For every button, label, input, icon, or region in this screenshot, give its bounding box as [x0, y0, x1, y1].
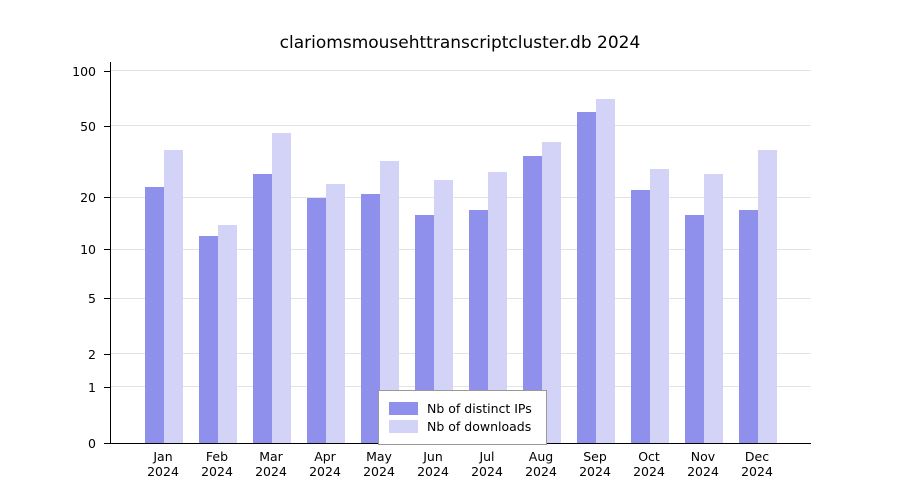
bar-distinct-ips-apr	[307, 197, 326, 443]
y-tick-label: 50	[80, 118, 96, 134]
gridline-100	[111, 70, 811, 71]
y-tick-label: 5	[88, 291, 96, 307]
y-tick-mark	[104, 125, 110, 127]
y-tick-50: 50	[80, 118, 110, 134]
x-label-jul: Jul 2024	[471, 449, 503, 480]
bar-distinct-ips-dec	[739, 210, 758, 443]
bar-downloads-apr	[326, 183, 345, 443]
bar-distinct-ips-may	[361, 193, 380, 443]
y-tick-mark	[104, 353, 110, 355]
bar-downloads-may	[380, 161, 399, 443]
bar-downloads-jun	[434, 180, 453, 443]
gridlines	[111, 62, 811, 443]
x-label-nov: Nov 2024	[687, 449, 719, 480]
x-label-dec: Dec 2024	[741, 449, 773, 480]
x-label-feb: Feb 2024	[201, 449, 233, 480]
y-tick-label: 20	[80, 190, 96, 206]
bar-distinct-ips-nov	[685, 214, 704, 443]
bar-group-aug	[523, 141, 561, 443]
bar-group-sep	[577, 99, 615, 443]
y-axis: 0 1 2 5 10 20 50 100	[0, 62, 110, 451]
bar-group-dec	[739, 149, 777, 443]
gridline-10	[111, 248, 811, 250]
x-label-aug: Aug 2024	[525, 449, 557, 480]
bar-downloads-nov	[704, 174, 723, 443]
x-label-oct: Oct 2024	[633, 449, 665, 480]
y-tick-label: 100	[72, 63, 96, 79]
bar-downloads-oct	[650, 168, 669, 443]
bar-group-jul	[469, 171, 507, 443]
bar-downloads-jan	[164, 149, 183, 443]
bar-group-nov	[685, 174, 723, 443]
bar-downloads-dec	[758, 149, 777, 443]
y-tick-10: 10	[80, 242, 110, 258]
y-tick-20: 20	[80, 190, 110, 206]
bar-group-jan	[145, 149, 183, 443]
x-label-may: May 2024	[363, 449, 395, 480]
y-tick-mark	[104, 442, 110, 444]
y-tick-5: 5	[88, 291, 110, 307]
y-tick-label: 2	[88, 346, 96, 362]
y-tick-1: 1	[88, 379, 110, 395]
y-tick-mark	[104, 70, 110, 72]
bar-group-may	[361, 161, 399, 443]
bar-distinct-ips-feb	[199, 236, 218, 443]
bar-group-mar	[253, 132, 291, 443]
bars	[111, 62, 811, 443]
y-tick-label: 10	[80, 242, 96, 258]
plot-area	[110, 62, 811, 444]
gridline-5	[111, 297, 811, 299]
y-tick-label: 0	[88, 435, 96, 451]
x-label-jan: Jan 2024	[147, 449, 179, 480]
bar-distinct-ips-jan	[145, 186, 164, 443]
x-label-apr: Apr 2024	[309, 449, 341, 480]
gridline-2	[111, 353, 811, 355]
legend-swatch	[389, 420, 418, 433]
legend-item: Nb of downloads	[389, 419, 532, 434]
bar-downloads-jul	[488, 171, 507, 443]
bar-group-apr	[307, 183, 345, 443]
legend-item: Nb of distinct IPs	[389, 401, 532, 416]
bar-distinct-ips-aug	[523, 156, 542, 443]
y-tick-100: 100	[72, 63, 110, 79]
bar-downloads-feb	[218, 224, 237, 443]
legend: Nb of distinct IPs Nb of downloads	[378, 390, 547, 445]
bar-downloads-mar	[272, 132, 291, 443]
x-label-jun: Jun 2024	[417, 449, 449, 480]
x-label-sep: Sep 2024	[579, 449, 611, 480]
bar-distinct-ips-mar	[253, 174, 272, 443]
bar-group-jun	[415, 180, 453, 443]
bar-downloads-aug	[542, 141, 561, 443]
legend-label: Nb of downloads	[427, 419, 532, 434]
chart-title: clariomsmousehttranscriptcluster.db 2024	[279, 33, 641, 53]
legend-swatch	[389, 402, 418, 415]
y-tick-mark	[104, 386, 110, 388]
bar-downloads-sep	[596, 99, 615, 443]
gridline-1	[111, 386, 811, 388]
y-tick-0: 0	[88, 435, 110, 451]
y-tick-mark	[104, 249, 110, 251]
gridline-50	[111, 125, 811, 127]
y-tick-mark	[104, 298, 110, 300]
bar-distinct-ips-jun	[415, 214, 434, 443]
y-tick-2: 2	[88, 346, 110, 362]
bar-group-feb	[199, 224, 237, 443]
bar-distinct-ips-oct	[631, 190, 650, 443]
bar-distinct-ips-jul	[469, 210, 488, 443]
y-tick-mark	[104, 197, 110, 199]
gridline-20	[111, 196, 811, 198]
bar-distinct-ips-sep	[577, 111, 596, 443]
legend-label: Nb of distinct IPs	[427, 401, 532, 416]
y-tick-label: 1	[88, 379, 96, 395]
x-axis: Jan 2024 Feb 2024 Mar 2024 Apr 2024 May 2024 Jun 20…	[110, 449, 810, 480]
bar-group-oct	[631, 168, 669, 443]
x-label-mar: Mar 2024	[255, 449, 287, 480]
